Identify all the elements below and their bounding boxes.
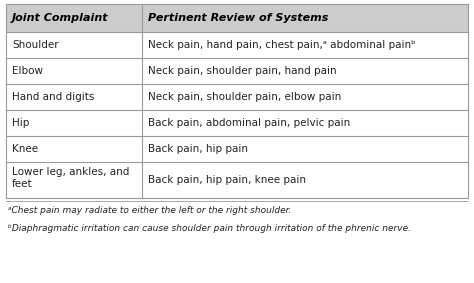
Text: Joint Complaint: Joint Complaint: [12, 13, 109, 23]
Text: Lower leg, ankles, and
feet: Lower leg, ankles, and feet: [12, 167, 129, 188]
Text: Back pain, abdominal pain, pelvic pain: Back pain, abdominal pain, pelvic pain: [148, 118, 351, 128]
Text: Hand and digits: Hand and digits: [12, 92, 94, 102]
Text: Back pain, hip pain, knee pain: Back pain, hip pain, knee pain: [148, 175, 306, 185]
Bar: [6, 84, 468, 110]
Text: Neck pain, hand pain, chest pain,ᵃ abdominal painᵇ: Neck pain, hand pain, chest pain,ᵃ abdom…: [148, 40, 416, 50]
Text: Neck pain, shoulder pain, hand pain: Neck pain, shoulder pain, hand pain: [148, 66, 337, 76]
Text: Back pain, hip pain: Back pain, hip pain: [148, 144, 248, 154]
Text: ᵃChest pain may radiate to either the left or the right shoulder.: ᵃChest pain may radiate to either the le…: [8, 206, 292, 215]
Text: Shoulder: Shoulder: [12, 40, 59, 50]
Bar: [6, 4, 468, 32]
Text: Pertinent Review of Systems: Pertinent Review of Systems: [148, 13, 328, 23]
Text: Neck pain, shoulder pain, elbow pain: Neck pain, shoulder pain, elbow pain: [148, 92, 342, 102]
Bar: [6, 136, 468, 162]
Bar: [6, 32, 468, 58]
Bar: [6, 162, 468, 198]
Text: Hip: Hip: [12, 118, 29, 128]
Bar: [6, 58, 468, 84]
Text: Elbow: Elbow: [12, 66, 43, 76]
Text: Knee: Knee: [12, 144, 38, 154]
Bar: [6, 110, 468, 136]
Text: ᵇDiaphragmatic irritation can cause shoulder pain through irritation of the phre: ᵇDiaphragmatic irritation can cause shou…: [8, 224, 411, 233]
